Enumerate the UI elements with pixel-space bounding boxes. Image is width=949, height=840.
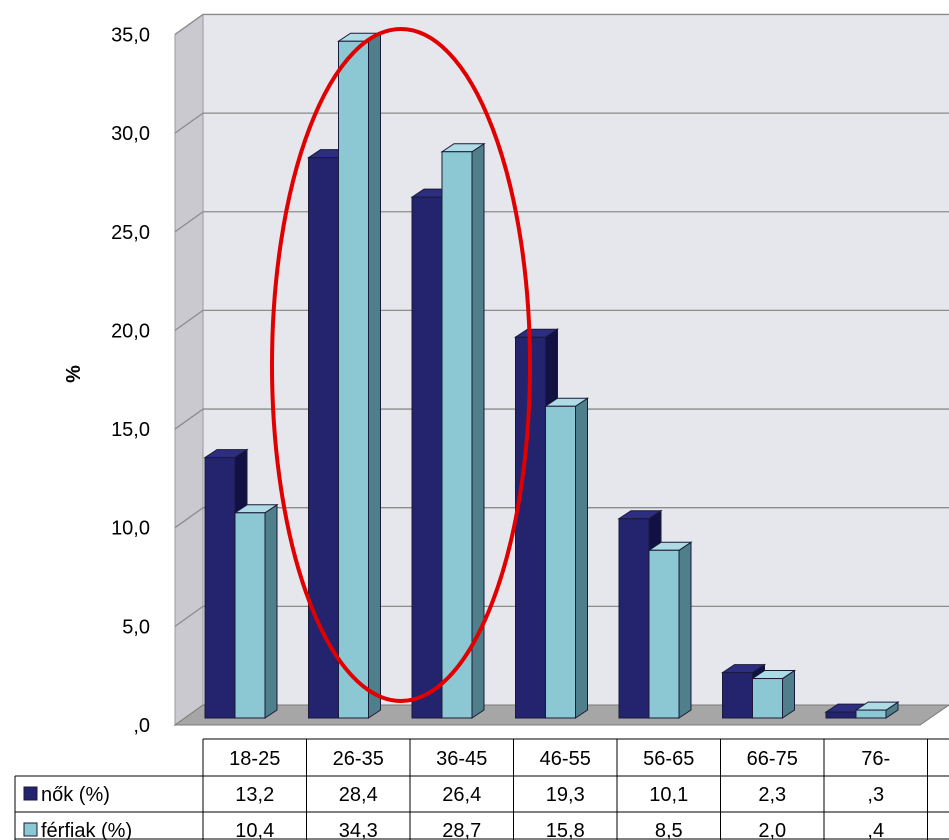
bar [234, 512, 266, 719]
y-axis-label: % [63, 365, 85, 383]
bar-side [264, 503, 278, 719]
data-label: 10,4 [235, 820, 274, 840]
gridline-side [174, 408, 204, 430]
data-label: 15,8 [546, 820, 585, 840]
data-label: ,3 [867, 784, 884, 806]
side-wall [174, 13, 204, 726]
bar [825, 711, 857, 719]
data-label: 13,2 [235, 784, 274, 806]
x-tick-label: 76- [861, 748, 890, 770]
gridline-side [174, 13, 204, 35]
bar [618, 518, 650, 719]
x-tick-label: 18-25 [229, 748, 280, 770]
y-tick-label: 10,0 [111, 518, 150, 540]
gridline-side [174, 605, 204, 627]
gridline-side [174, 112, 204, 134]
data-label: 2,0 [758, 820, 786, 840]
bar-side [678, 541, 692, 719]
y-tick-label: 35,0 [111, 24, 150, 46]
gridline-side [174, 211, 204, 233]
bar [722, 672, 753, 719]
data-label: 28,4 [339, 784, 378, 806]
legend-label: nők (%) [41, 784, 110, 806]
bar [441, 151, 473, 719]
x-tick-label: 26-35 [333, 748, 384, 770]
legend-label: férfiak (%) [41, 820, 132, 840]
x-tick-label: 56-65 [643, 748, 694, 770]
bars [203, 32, 900, 719]
y-tick-label: 25,0 [111, 222, 150, 244]
bar [204, 457, 236, 719]
y-tick-label: 20,0 [111, 320, 150, 342]
data-label: 34,3 [339, 820, 378, 840]
bar [752, 678, 783, 719]
data-table: 18-25 26-35 36-45 46-55 56-65 66-75 76- nők (%)… [14, 738, 949, 840]
x-tick-label: 66-75 [747, 748, 798, 770]
legend-swatch [23, 822, 38, 837]
bar [855, 709, 887, 719]
x-tick-label: 46-55 [540, 748, 591, 770]
y-tick-label: 30,0 [111, 123, 150, 145]
bar [308, 157, 339, 719]
bar [338, 40, 369, 719]
data-label: 2,3 [758, 784, 786, 806]
y-axis: 35,0 30,0 25,0 20,0 15,0 10,0 5,0 ,0 [111, 24, 150, 737]
gridline-side [174, 309, 204, 331]
y-tick-label: 5,0 [122, 616, 150, 638]
y-tick-label: ,0 [133, 715, 150, 737]
data-label: 28,7 [442, 820, 481, 840]
bar [648, 549, 680, 719]
data-label: 10,1 [649, 784, 688, 806]
bar [411, 196, 443, 719]
legend-swatch [23, 786, 38, 801]
data-label: 19,3 [546, 784, 585, 806]
bar [545, 405, 576, 719]
gridline-side [174, 507, 204, 529]
x-tick-label: 36-45 [436, 748, 487, 770]
annotation [270, 27, 532, 703]
highlight-ellipse [270, 27, 532, 703]
data-label: 26,4 [442, 784, 481, 806]
data-label: 8,5 [655, 820, 683, 840]
bar-side [368, 32, 381, 719]
y-tick-label: 15,0 [111, 419, 150, 441]
data-label: ,4 [867, 820, 884, 840]
bar-side [575, 397, 588, 719]
